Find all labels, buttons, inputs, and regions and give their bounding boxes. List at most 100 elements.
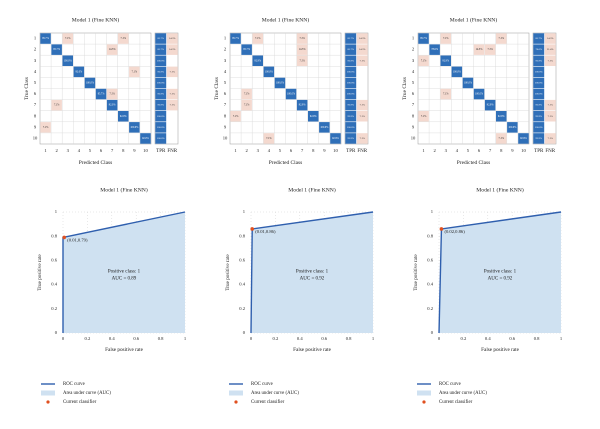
matrix-row-label: 6 bbox=[412, 91, 415, 96]
tpr-label: TPR bbox=[346, 149, 356, 154]
roc-y-tick: 0.4 bbox=[239, 282, 245, 287]
matrix-cell-diagonal bbox=[473, 88, 485, 100]
tpr-value: 92.9% bbox=[158, 70, 164, 73]
fnr-value: 7.1% bbox=[360, 104, 365, 107]
matrix-cell-diagonal bbox=[241, 44, 252, 55]
fnr-cell bbox=[166, 66, 178, 78]
matrix-col-label: 6 bbox=[100, 148, 103, 153]
matrix-row-label: 8 bbox=[224, 113, 227, 118]
roc-x-tick: 0 bbox=[250, 336, 253, 341]
matrix-cell-diagonal bbox=[230, 33, 241, 44]
matrix-cell-diagonal bbox=[129, 122, 140, 133]
matrix-cell-value: 100.0% bbox=[508, 126, 517, 129]
fnr-value: 7.1% bbox=[548, 59, 553, 62]
matrix-row-label: 9 bbox=[34, 124, 37, 129]
matrix-cell-value: 92.9% bbox=[520, 137, 528, 140]
fnr-value: 7.1% bbox=[170, 93, 175, 96]
matrix-cell-offdiagonal bbox=[51, 99, 62, 111]
fnr-value: 7.1% bbox=[548, 104, 553, 107]
matrix-cell-offdiagonal bbox=[129, 66, 140, 78]
matrix-cell-diagonal bbox=[330, 133, 341, 144]
matrix-col-label: 7 bbox=[489, 148, 492, 153]
tpr-value: 92.9% bbox=[536, 59, 542, 62]
roc-y-tick: 0.8 bbox=[51, 233, 57, 238]
tpr-cell bbox=[155, 55, 167, 66]
matrix-xlabel: Predicted Class bbox=[269, 160, 302, 166]
matrix-xlabel: Predicted Class bbox=[457, 160, 490, 166]
matrix-row-label: 10 bbox=[33, 136, 38, 141]
roc-x-tick: 0.2 bbox=[461, 336, 467, 341]
legend-auc-label: Area under curve (AUC) bbox=[251, 391, 299, 396]
fnr-value: 7.1% bbox=[360, 137, 365, 140]
matrix-cell-diagonal bbox=[252, 55, 263, 66]
matrix-cell-value: 7.1% bbox=[43, 126, 49, 129]
roc-x-tick: 0.4 bbox=[485, 336, 491, 341]
tpr-value: 100.0% bbox=[157, 59, 165, 62]
auc-area bbox=[439, 212, 561, 333]
matrix-col-label: 6 bbox=[478, 148, 481, 153]
matrix-cell-value: 100.0% bbox=[453, 70, 462, 73]
matrix-cell-value: 85.7% bbox=[53, 48, 61, 51]
matrix-cell-value: 92.0% bbox=[142, 137, 150, 140]
roc-positive-class-label: Positive class: 1 bbox=[296, 270, 329, 275]
tpr-cell bbox=[533, 133, 545, 144]
confusion-matrix-panel: Model 1 (Fine KNN) True Class Predicted Cl… bbox=[24, 16, 179, 166]
tpr-value: 100.0% bbox=[347, 70, 355, 73]
tpr-cell bbox=[345, 66, 357, 78]
fnr-value: 14.3% bbox=[359, 37, 365, 40]
matrix-cell-value: 14.3% bbox=[476, 48, 484, 51]
matrix-cell-diagonal bbox=[308, 111, 319, 122]
roc-y-tick: 1 bbox=[55, 209, 58, 214]
roc-x-tick: 0.6 bbox=[321, 336, 327, 341]
legend-classifier-swatch bbox=[46, 400, 50, 404]
fnr-cell bbox=[166, 88, 178, 100]
tpr-value: 100.0% bbox=[157, 115, 165, 118]
current-classifier-label: (0.01,0.86) bbox=[255, 229, 276, 235]
roc-y-tick: 0 bbox=[55, 330, 58, 335]
roc-y-tick: 0.6 bbox=[51, 257, 57, 262]
current-classifier-label: (0.02,0.86) bbox=[444, 229, 465, 235]
matrix-cell-diagonal bbox=[507, 122, 518, 133]
tpr-value: 100.0% bbox=[535, 82, 543, 85]
tpr-value: 92.9% bbox=[536, 137, 542, 140]
tpr-value: 100.0% bbox=[535, 126, 543, 129]
matrix-cell-value: 85.7% bbox=[42, 37, 50, 40]
matrix-cell-offdiagonal bbox=[106, 44, 118, 55]
roc-panel: Model 1 (Fine KNN) (0.01,0.79) Positive cl… bbox=[37, 186, 187, 405]
legend-roc-label: ROC curve bbox=[63, 382, 85, 387]
tpr-cell bbox=[533, 66, 545, 78]
tpr-cell bbox=[345, 77, 357, 89]
matrix-cell-value: 92.0% bbox=[109, 104, 117, 107]
matrix-col-label: 5 bbox=[467, 148, 470, 153]
fnr-value: 7.1% bbox=[170, 70, 175, 73]
roc-x-tick: 0.6 bbox=[509, 336, 515, 341]
roc-x-tick: 0.2 bbox=[85, 336, 91, 341]
matrix-cell-value: 7.1% bbox=[255, 37, 261, 40]
matrix-cell-value: 7.1% bbox=[244, 93, 250, 96]
fnr-cell bbox=[356, 55, 368, 66]
matrix-col-label: 7 bbox=[111, 148, 114, 153]
matrix-cell-value: 85.7% bbox=[243, 48, 251, 51]
matrix-col-label: 2 bbox=[246, 148, 249, 153]
matrix-cell-diagonal bbox=[140, 133, 151, 144]
roc-y-tick: 0.4 bbox=[427, 282, 433, 287]
tpr-cell bbox=[155, 66, 167, 78]
matrix-cell-diagonal bbox=[518, 133, 529, 144]
matrix-cell-value: 92.9% bbox=[254, 59, 262, 62]
roc-title: Model 1 (Fine KNN) bbox=[288, 186, 336, 193]
matrix-col-label: 8 bbox=[500, 148, 503, 153]
matrix-cell-value: 7.1% bbox=[499, 137, 505, 140]
fnr-cell bbox=[356, 33, 368, 44]
matrix-cell-value: 100.0% bbox=[475, 93, 484, 96]
matrix-col-label: 8 bbox=[312, 148, 315, 153]
matrix-col-label: 3 bbox=[67, 148, 70, 153]
tpr-value: 85.7% bbox=[536, 37, 542, 40]
roc-positive-class-label: Positive class: 1 bbox=[484, 270, 517, 275]
matrix-col-label: 5 bbox=[89, 148, 92, 153]
matrix-cell-value: 92.9% bbox=[310, 115, 318, 118]
matrix-row-label: 2 bbox=[34, 47, 37, 52]
legend-classifier-label: Current classifier bbox=[63, 400, 97, 405]
matrix-cell-value: 92.0% bbox=[120, 115, 128, 118]
matrix-cell-value: 100.0% bbox=[130, 126, 139, 129]
